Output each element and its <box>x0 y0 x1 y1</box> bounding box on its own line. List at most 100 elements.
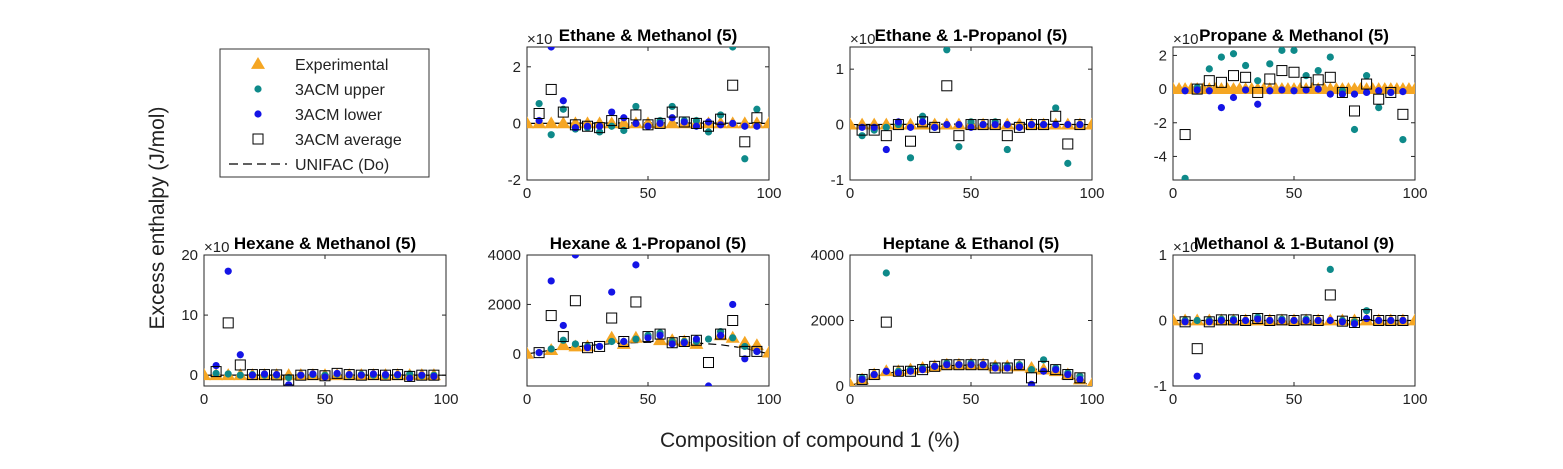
y-exponent-label: ×10 <box>1173 31 1198 48</box>
point-avg <box>533 108 545 119</box>
point-avg <box>715 328 727 340</box>
point-avg <box>606 312 618 324</box>
point-lower <box>212 361 220 370</box>
point-avg <box>1179 316 1191 328</box>
x-tick-label: 100 <box>756 391 781 408</box>
point-avg <box>319 370 331 382</box>
plot-area <box>527 255 769 386</box>
point-exp <box>927 117 942 130</box>
point-avg <box>654 117 666 129</box>
panel-axes-box <box>203 254 447 387</box>
point-avg <box>355 369 367 381</box>
point-avg <box>1228 70 1239 82</box>
point-avg <box>856 373 868 385</box>
point-exp <box>580 116 595 129</box>
point-lower <box>583 122 592 130</box>
point-lower <box>547 277 555 285</box>
point-lower <box>955 361 963 369</box>
point-avg <box>1191 83 1203 95</box>
point-lower <box>1242 316 1250 325</box>
point-avg <box>715 113 727 125</box>
point-upper <box>1064 159 1072 167</box>
x-tick-label: 50 <box>640 185 657 202</box>
point-avg <box>594 340 606 352</box>
point-lower <box>919 366 927 374</box>
x-tick-label: 50 <box>1286 185 1303 202</box>
point-avg <box>1288 315 1300 326</box>
point-avg <box>977 119 989 131</box>
point-lower <box>741 355 749 363</box>
point-upper <box>1229 50 1238 58</box>
point-avg <box>428 369 440 381</box>
point-avg <box>953 359 965 371</box>
point-upper <box>1040 356 1048 364</box>
point-avg <box>917 364 929 376</box>
point-upper <box>1027 366 1036 374</box>
point-lower <box>680 339 688 347</box>
y-tick-label: 0 <box>836 117 844 134</box>
point-avg <box>1361 309 1373 321</box>
point-lower <box>692 335 701 343</box>
point-upper <box>1266 60 1274 68</box>
plot-area <box>204 267 446 386</box>
point-exp <box>527 116 534 129</box>
point-avg <box>929 121 941 133</box>
point-avg <box>1373 93 1385 105</box>
point-lower <box>704 382 713 386</box>
point-avg <box>392 369 404 381</box>
panel-4: 0 50 100 0 10 20 ×10 Hexane & Methanol (5) <box>181 234 458 408</box>
point-lower <box>991 120 999 129</box>
point-avg <box>989 362 1001 374</box>
point-avg <box>642 331 654 343</box>
point-lower <box>906 123 915 131</box>
point-upper <box>1302 72 1310 80</box>
point-avg <box>1349 316 1360 328</box>
point-lower <box>1254 315 1262 323</box>
y-tick-label: 20 <box>181 247 198 264</box>
point-lower <box>656 119 664 128</box>
point-lower <box>979 120 987 129</box>
point-lower <box>894 369 903 377</box>
y-tick-label: 4000 <box>488 247 521 264</box>
point-avg <box>1312 315 1324 326</box>
point-upper <box>596 128 604 136</box>
point-lower <box>955 120 963 129</box>
point-lower <box>668 114 676 122</box>
point-avg <box>367 369 379 381</box>
point-lower <box>1302 316 1310 325</box>
point-upper <box>1052 104 1060 112</box>
panel-axes-box <box>849 46 1093 181</box>
point-avg <box>630 296 642 308</box>
x-tick-label: 0 <box>200 391 208 408</box>
y-tick-label: 2000 <box>811 313 844 330</box>
point-lower <box>1064 120 1072 129</box>
panel-title: Hexane & Methanol (5) <box>234 234 416 253</box>
point-avg <box>929 360 941 372</box>
point-lower <box>1015 362 1024 370</box>
point-upper <box>1242 61 1250 70</box>
x-tick-label: 50 <box>317 391 334 408</box>
point-lower <box>882 145 890 154</box>
plot-area <box>850 269 1092 386</box>
point-lower <box>1076 375 1084 384</box>
point-lower <box>882 367 890 375</box>
panel-title: Ethane & Methanol (5) <box>559 26 738 45</box>
panel-5: 0 50 100 0 2000 4000 Hexane & 1-Propanol (5) <box>488 234 782 408</box>
point-avg <box>739 345 751 357</box>
point-avg <box>545 83 557 95</box>
point-avg <box>1240 71 1252 83</box>
point-avg <box>222 317 234 329</box>
point-exp <box>665 116 680 129</box>
point-avg <box>1276 65 1288 77</box>
point-exp <box>556 338 571 351</box>
point-avg <box>1276 314 1288 326</box>
point-lower <box>1290 316 1298 325</box>
point-exp <box>556 116 571 129</box>
point-upper <box>717 111 725 119</box>
point-lower <box>559 321 567 330</box>
point-avg <box>1385 86 1397 98</box>
legend-marker-exp <box>251 57 265 69</box>
point-lower <box>943 361 951 369</box>
point-avg <box>751 112 763 124</box>
point-exp <box>1085 117 1092 130</box>
